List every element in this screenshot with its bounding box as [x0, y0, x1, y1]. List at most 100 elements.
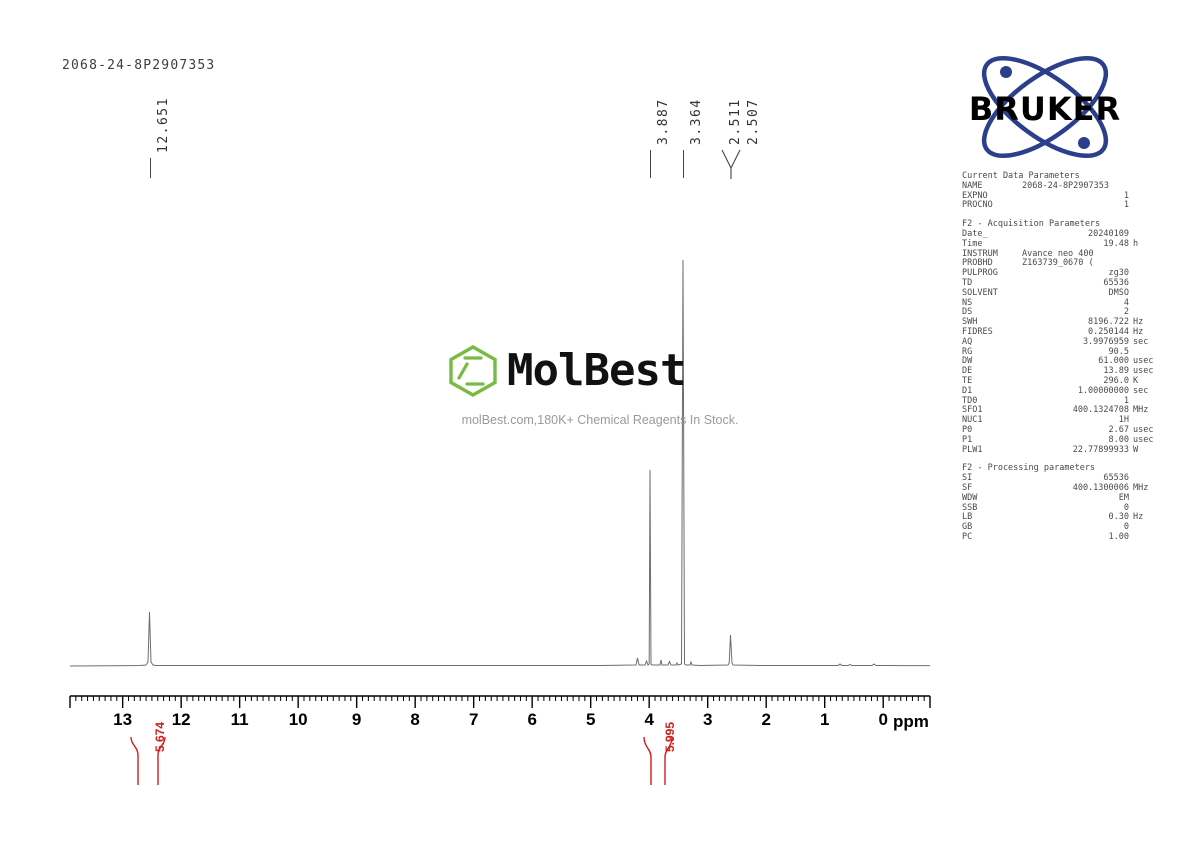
param-key: SI [962, 473, 973, 484]
param-unit [1129, 259, 1167, 269]
param-key: D1 [962, 385, 973, 396]
param-unit [1129, 182, 1167, 192]
param-key: FIDRES [962, 326, 993, 337]
param-unit [1129, 533, 1167, 543]
param-unit [1129, 289, 1167, 299]
param-unit: usec [1133, 424, 1154, 435]
peak-stem-12651 [150, 158, 151, 178]
param-value: 8.00 [1108, 434, 1129, 445]
param-key: Time [962, 238, 983, 249]
param-key: LB [962, 512, 973, 523]
param-row-gb: GB 0 [962, 522, 1167, 533]
param-unit [1129, 269, 1167, 279]
peak-label-3364: 3.364 [689, 98, 704, 145]
axis-tick-label-5: 5 [585, 710, 596, 729]
integral-bracket-2 [643, 736, 673, 785]
param-value: 2.67 [1108, 424, 1129, 435]
param-key: P0 [962, 424, 973, 435]
param-row-expno: EXPNO 1 [962, 190, 1167, 202]
param-rows-processing: SI 65536 SF 400.1300006 MHz WDW EM SSB 0 LB 0.30 Hz… [962, 473, 1167, 543]
ppm-axis: 13 12 11 10 9 8 7 6 5 4 3 2 1 0 [0, 688, 1190, 738]
axis-tick-label-3: 3 [702, 710, 713, 729]
param-key: WDW [962, 492, 978, 503]
param-unit: sec [1133, 385, 1149, 396]
axis-tick-label-9: 9 [351, 710, 362, 729]
param-key: GB [962, 522, 973, 533]
param-row-wdw: WDW EM [962, 492, 1167, 504]
param-unit: W [1133, 444, 1139, 455]
param-key: PULPROG [962, 268, 998, 279]
param-value: zg30 [1108, 268, 1129, 279]
param-row-procno: PROCNO 1 [962, 201, 1167, 211]
sample-title: 2068-24-8P2907353 [62, 58, 216, 73]
axis-tick-label-12: 12 [171, 710, 191, 729]
param-row-instrum: INSTRUM Avance neo 400 [962, 248, 1167, 260]
integral-value-1: 5.674 [153, 721, 167, 752]
axis-tick-label-4: 4 [644, 710, 654, 729]
param-value: 0.250144 [1088, 326, 1129, 337]
param-row-p1: P1 8.00 usec [962, 434, 1167, 446]
param-key: TE [962, 375, 973, 386]
param-key: SWH [962, 317, 978, 328]
molbest-wordmark: MolBest [507, 345, 686, 396]
param-key: NS [962, 297, 973, 308]
param-unit [1129, 299, 1167, 309]
peak-label-2507: 2.507 [746, 98, 761, 145]
param-row-pc: PC 1.00 [962, 532, 1167, 543]
param-value: 61.000 [1098, 356, 1129, 367]
param-row-name: NAME 2068-24-8P2907353 [962, 181, 1167, 192]
param-row-ds: DS 2 [962, 308, 1167, 318]
param-value: 0 [1123, 502, 1129, 513]
param-unit [1129, 494, 1167, 504]
param-unit: K [1133, 375, 1139, 386]
param-key: RG [962, 346, 973, 357]
axis-unit-label: ppm [893, 712, 929, 731]
param-rows-current: NAME 2068-24-8P2907353 EXPNO 1 PROCNO 1 [962, 181, 1167, 211]
param-unit [1129, 279, 1167, 289]
acquisition-parameter-block: Current Data Parameters NAME 2068-24-8P29… [962, 171, 1167, 543]
param-section-acquisition: F2 - Acquisition Parameters [962, 219, 1101, 230]
param-value: 3.9976959 [1082, 336, 1129, 347]
axis-tick-label-6: 6 [527, 710, 537, 729]
param-row-d1: D1 1.00000000 sec [962, 385, 1167, 397]
spectrum-trace [69, 259, 930, 667]
param-row-dw: DW 61.000 usec [962, 357, 1167, 367]
peak-label-12651: 12.651 [156, 97, 171, 153]
param-unit: usec [1133, 356, 1154, 367]
axis-tick-label-8: 8 [410, 710, 420, 729]
param-key: SOLVENT [962, 287, 998, 298]
axis-tick-label-7: 7 [468, 710, 479, 729]
param-unit: h [1133, 238, 1139, 249]
axis-tick-label-13: 13 [113, 710, 133, 729]
param-value: 400.1300006 [1072, 482, 1129, 493]
param-row-p0: P0 2.67 usec [962, 424, 1167, 436]
param-row-solvent: SOLVENT DMSO [962, 287, 1167, 299]
param-unit: Hz [1133, 317, 1144, 328]
param-value: 90.5 [1108, 346, 1129, 357]
param-key: EXPNO [962, 190, 988, 201]
molbest-watermark: MolBest molBest.com,180K+ Chemical Reage… [445, 343, 755, 427]
param-value: 1.00000000 [1077, 385, 1129, 396]
param-row-probhd: PROBHD Z163739_0670 ( [962, 259, 1167, 269]
param-value: 13.89 [1103, 366, 1129, 377]
param-value: 1 [1123, 200, 1129, 211]
param-row-pulprog: PULPROG zg30 [962, 268, 1167, 279]
param-row-td0: TD0 1 [962, 395, 1167, 407]
axis-tick-label-1: 1 [819, 710, 830, 729]
param-value: 1H [1118, 415, 1129, 426]
param-unit: MHz [1133, 405, 1149, 416]
param-key: P1 [962, 434, 973, 445]
param-key: PROBHD [962, 258, 993, 269]
param-value: EM [1118, 492, 1129, 503]
param-key: TD0 [962, 395, 978, 406]
param-row-de: DE 13.89 usec [962, 366, 1167, 377]
param-row-swh: SWH 8196.722 Hz [962, 317, 1167, 328]
param-row-td: TD 65536 [962, 278, 1167, 289]
param-value: Avance neo 400 [1022, 248, 1094, 259]
bruker-logo: BRUKER [963, 55, 1128, 160]
param-section-current: Current Data Parameters [962, 171, 1080, 181]
param-value: 1 [1123, 190, 1129, 201]
param-unit: Hz [1133, 326, 1144, 337]
axis-tick-label-11: 11 [230, 710, 249, 729]
molbest-tagline: molBest.com,180K+ Chemical Reagents In S… [461, 413, 739, 427]
